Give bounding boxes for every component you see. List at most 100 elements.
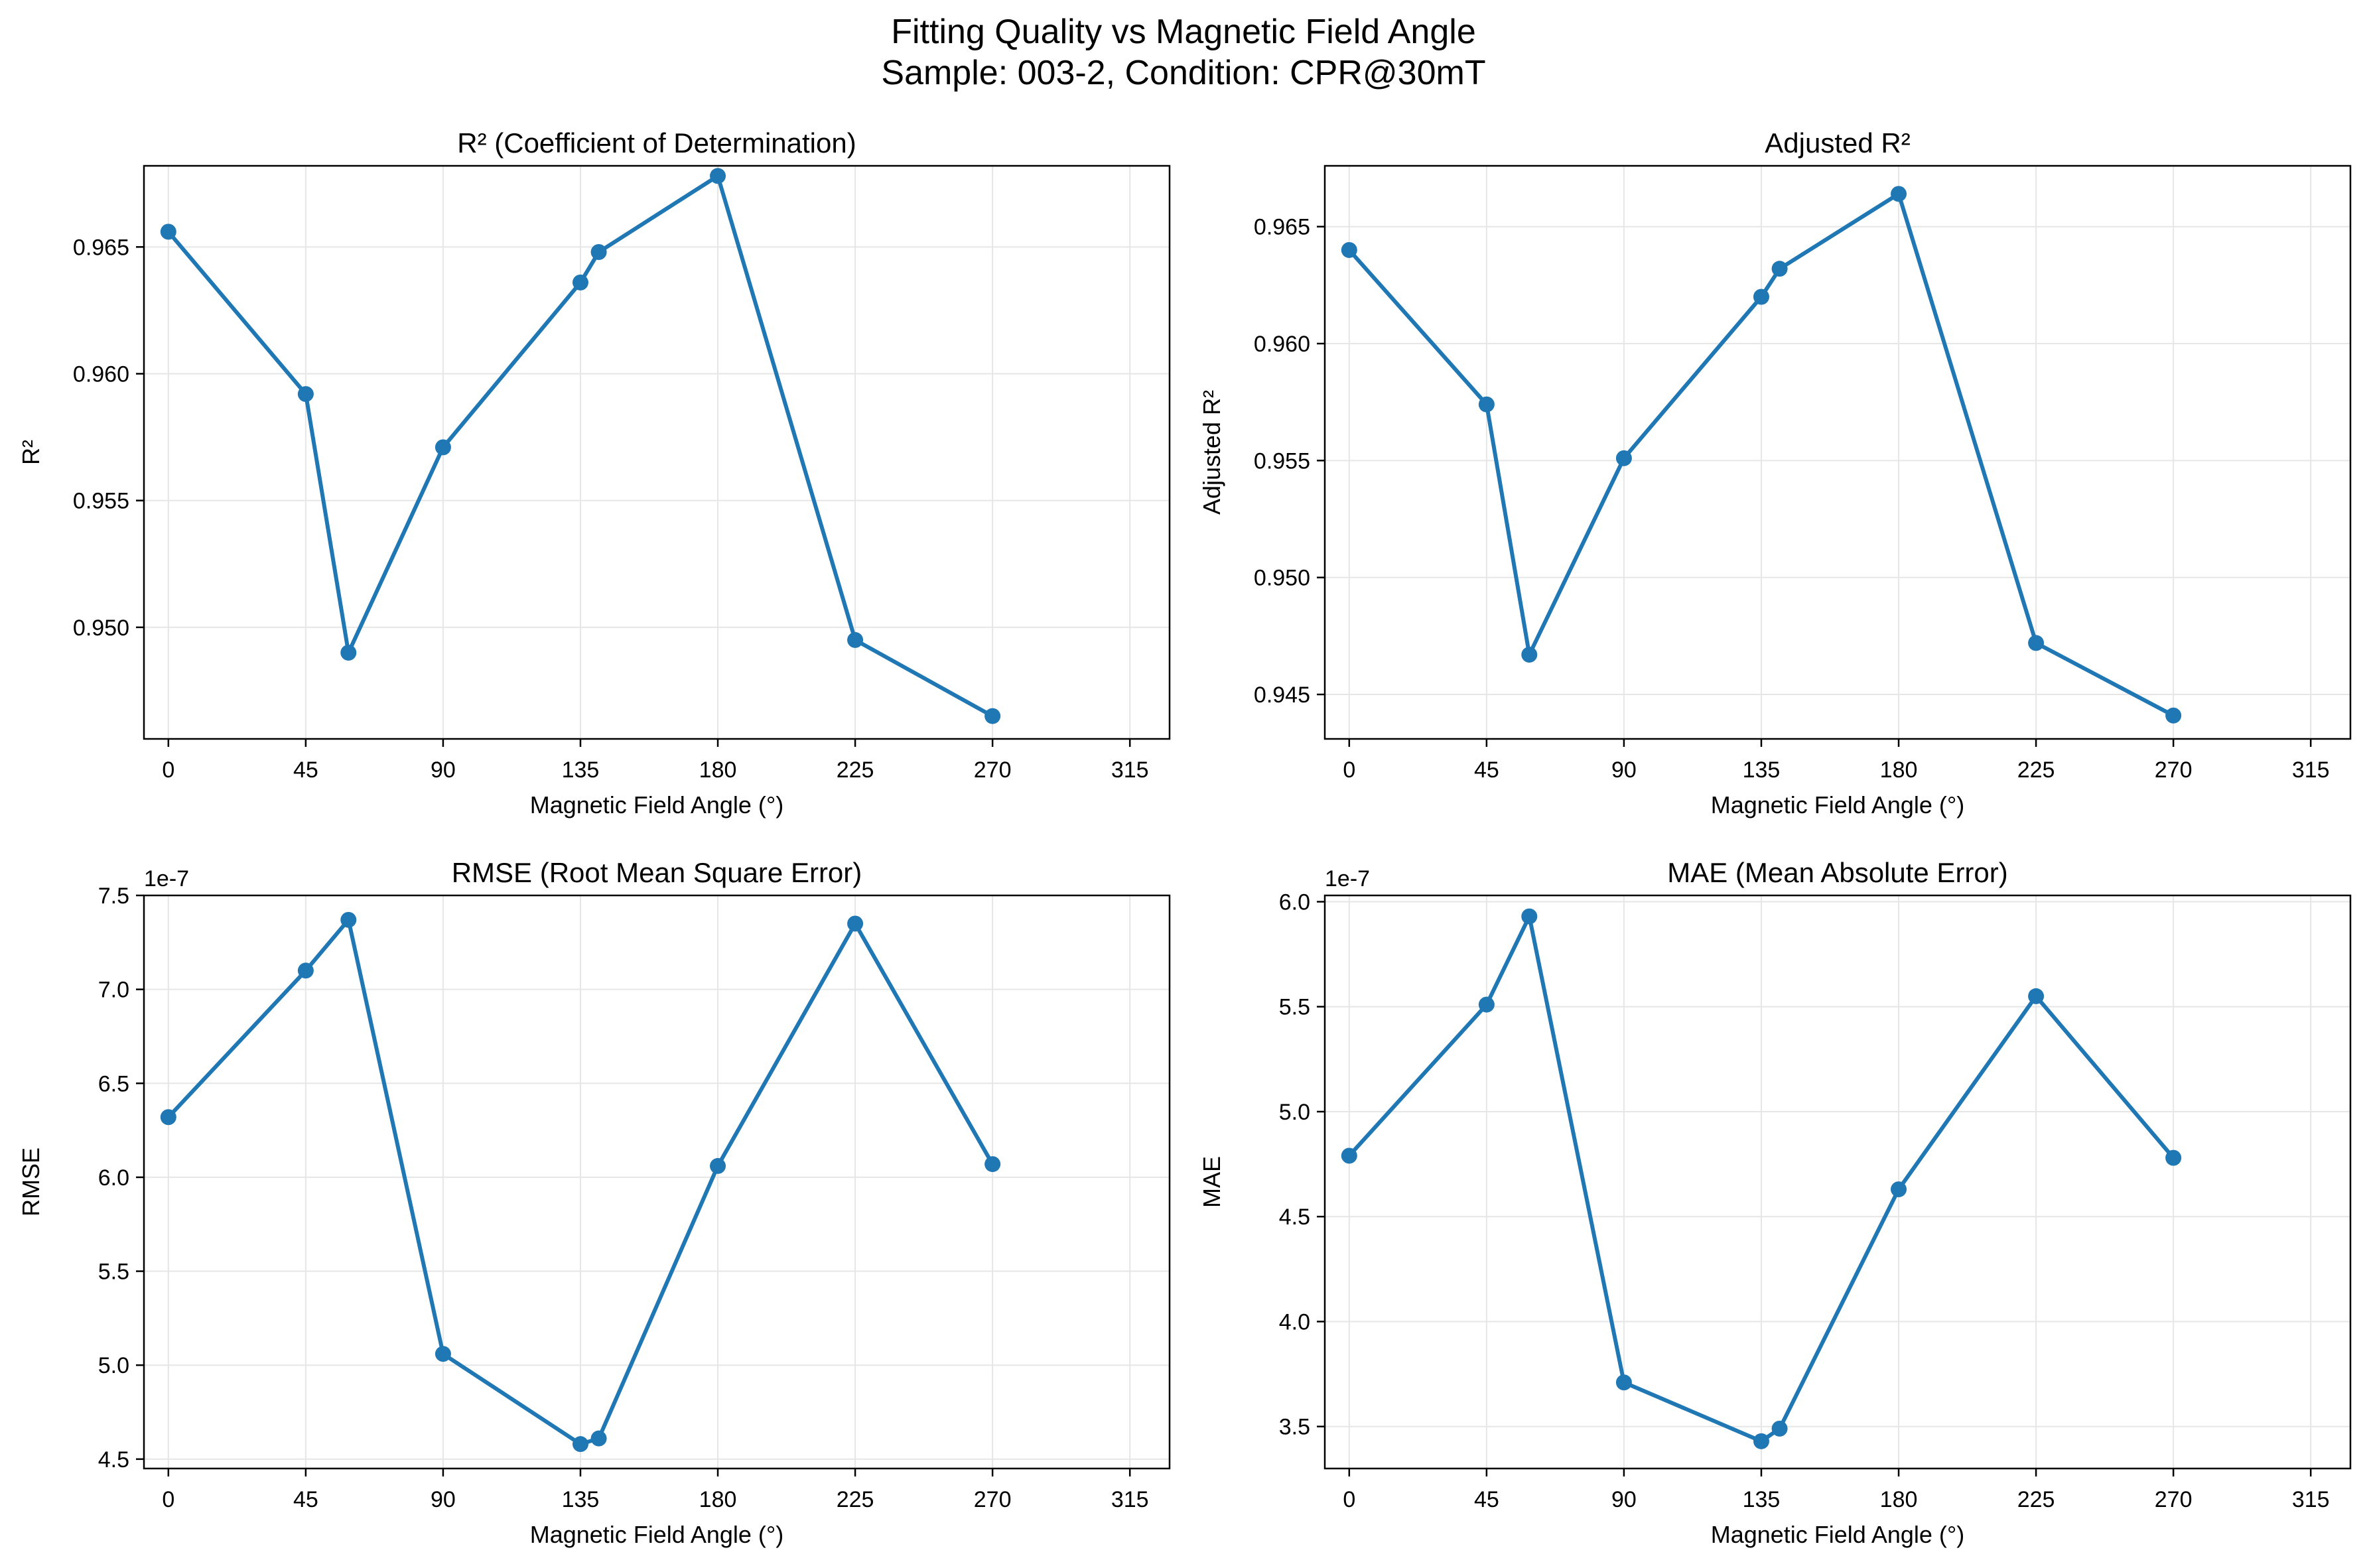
data-point [2165,707,2182,724]
y-tick-label: 7.0 [98,978,129,1003]
chart-title-mae: MAE (Mean Absolute Error) [1667,857,2008,888]
x-tick-label: 90 [1611,1487,1637,1512]
data-point [160,1109,176,1126]
data-point [2165,1149,2182,1166]
x-tick-label: 270 [974,757,1012,783]
x-axis-label: Magnetic Field Angle (°) [530,1521,784,1548]
x-tick-label: 0 [162,1487,174,1512]
x-tick-label: 180 [699,1487,737,1512]
data-point [1753,1433,1769,1449]
data-point [710,168,726,184]
x-tick-label: 270 [2155,757,2193,783]
axes-frame [1323,164,2352,740]
x-tick-label: 135 [562,1487,600,1512]
data-point [590,243,607,260]
y-tick-label: 4.0 [1279,1309,1310,1335]
data-point [1341,241,1357,258]
x-tick-label: 0 [1343,1487,1355,1512]
data-point [1478,996,1495,1013]
y-tick-label: 0.960 [73,361,129,387]
data-point [1521,647,1538,663]
data-point [1615,450,1632,466]
data-point [435,439,451,456]
data-point [710,1157,726,1174]
y-tick-label: 5.0 [1279,1100,1310,1125]
data-point [297,386,314,403]
y-tick-label: 5.5 [1279,995,1310,1020]
chart-panel-adjusted-r2: 0 45 90 135 180 225 270 315 0.945 0.950 0.955 0.960… [1198,127,2352,818]
x-tick-label: 135 [562,757,600,783]
y-offset-label: 1e-7 [144,866,189,891]
chart-title-adjusted-r2: Adjusted R² [1765,127,1910,159]
x-tick-label: 315 [2292,757,2330,783]
data-point [1753,289,1769,305]
data-point [2028,635,2045,651]
data-point [1891,186,1907,202]
data-point [1341,1147,1357,1164]
y-tick-label: 7.5 [98,883,129,909]
x-tick-label: 45 [293,1487,318,1512]
y-axis-label: RMSE [17,1147,44,1216]
x-tick-label: 225 [837,757,874,783]
axes-frame [1323,894,2352,1470]
data-point [984,708,1001,724]
data-point [847,915,864,932]
data-point [160,224,176,240]
data-point [590,1430,607,1447]
x-tick-label: 180 [699,757,737,783]
chart-title-rmse: RMSE (Root Mean Square Error) [452,857,862,888]
y-tick-label: 6.0 [98,1165,129,1191]
y-tick-label: 6.5 [98,1071,129,1096]
data-point [1478,396,1495,413]
data-point [340,911,357,928]
data-point [1771,261,1788,277]
y-tick-label: 5.5 [98,1260,129,1285]
data-point [297,962,314,979]
data-point [572,274,588,291]
x-tick-label: 90 [431,757,456,783]
x-tick-label: 90 [431,1487,456,1512]
data-point [1521,908,1538,925]
x-tick-label: 180 [1880,757,1918,783]
figure-subtitle: Sample: 003-2, Condition: CPR@30mT [881,54,1486,92]
x-tick-label: 315 [2292,1487,2330,1512]
x-tick-label: 0 [162,757,174,783]
x-tick-label: 225 [2017,1487,2055,1512]
y-tick-label: 6.0 [1279,889,1310,915]
data-point [1891,1181,1907,1198]
y-tick-label: 0.960 [1254,332,1310,357]
y-tick-label: 0.950 [1254,566,1310,591]
chart-panel-rmse: 0 45 90 135 180 225 270 315 4.5 5.0 5.5 6.0 6.5 7.0 7.… [17,857,1171,1548]
y-tick-label: 0.965 [73,235,129,260]
x-tick-label: 135 [1743,1487,1781,1512]
y-axis-label: R² [17,440,44,465]
x-axis-label: Magnetic Field Angle (°) [1711,791,1965,818]
data-point [1771,1420,1788,1437]
data-point [572,1436,588,1453]
x-tick-label: 270 [2155,1487,2193,1512]
y-tick-label: 4.5 [98,1447,129,1472]
x-tick-label: 90 [1611,757,1637,783]
data-point [847,631,864,648]
data-point [340,645,357,661]
x-tick-label: 315 [1111,757,1149,783]
data-point [435,1346,451,1362]
x-tick-label: 45 [293,757,318,783]
x-tick-label: 0 [1343,757,1355,783]
axes-frame [143,894,1171,1470]
axes-frame [143,164,1171,740]
data-point [1615,1374,1632,1391]
figure-title: Fitting Quality vs Magnetic Field Angle [891,13,1476,51]
y-axis-label: Adjusted R² [1198,390,1225,515]
x-tick-label: 225 [837,1487,874,1512]
y-tick-label: 0.955 [73,489,129,514]
x-tick-label: 225 [2017,757,2055,783]
x-tick-label: 135 [1743,757,1781,783]
x-tick-label: 45 [1474,1487,1499,1512]
y-tick-label: 4.5 [1279,1205,1310,1230]
chart-panel-r2: 0 45 90 135 180 225 270 315 0.950 0.955 0.960 0.965… [17,127,1171,818]
data-point [2028,988,2045,1004]
x-tick-label: 180 [1880,1487,1918,1512]
